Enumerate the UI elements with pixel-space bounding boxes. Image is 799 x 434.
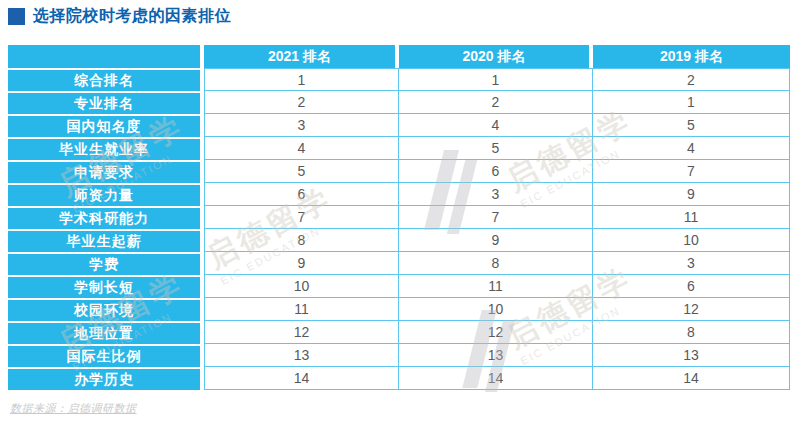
rank-cell: 9 [593, 183, 790, 206]
factor-cell: 申请要求 [8, 160, 204, 183]
data-source-note: 数据来源：启德调研数据 [10, 401, 137, 416]
rank-cell: 4 [593, 137, 790, 160]
rank-cell: 5 [593, 114, 790, 137]
rank-cell: 5 [204, 160, 399, 183]
rank-cell: 3 [204, 114, 399, 137]
rank-cell: 3 [399, 183, 593, 206]
rank-cell: 6 [204, 183, 399, 206]
column-header: 2021 排名 [204, 45, 399, 68]
rank-cell: 8 [399, 252, 593, 275]
factor-cell: 学制长短 [8, 275, 204, 298]
rank-cell: 14 [204, 367, 399, 390]
factor-cell: 毕业生就业率 [8, 137, 204, 160]
factor-cell: 地理位置 [8, 321, 204, 344]
rank-cell: 2 [399, 91, 593, 114]
factors-table: 2021 排名2020 排名2019 排名综合排名112专业排名221国内知名度… [8, 45, 790, 390]
rank-cell: 4 [399, 114, 593, 137]
rank-cell: 12 [204, 321, 399, 344]
rank-cell: 4 [204, 137, 399, 160]
factor-cell: 学费 [8, 252, 204, 275]
rank-cell: 3 [593, 252, 790, 275]
rank-cell: 2 [593, 68, 790, 91]
factor-cell: 学术科研能力 [8, 206, 204, 229]
rank-cell: 5 [399, 137, 593, 160]
factor-cell: 综合排名 [8, 68, 204, 91]
factor-cell: 校园环境 [8, 298, 204, 321]
factor-cell: 专业排名 [8, 91, 204, 114]
column-header: 2019 排名 [593, 45, 790, 68]
rank-cell: 10 [204, 275, 399, 298]
rank-cell: 7 [204, 206, 399, 229]
factor-cell: 毕业生起薪 [8, 229, 204, 252]
rank-cell: 13 [593, 344, 790, 367]
rank-cell: 2 [204, 91, 399, 114]
rank-cell: 12 [399, 321, 593, 344]
rank-cell: 1 [593, 91, 790, 114]
rank-cell: 6 [593, 275, 790, 298]
title-bullet-square-icon [8, 8, 25, 25]
rank-cell: 9 [399, 229, 593, 252]
infographic-page: 选择院校时考虑的因素排位 2021 排名2020 排名2019 排名综合排名11… [0, 0, 799, 434]
factor-cell: 国际生比例 [8, 344, 204, 367]
page-title: 选择院校时考虑的因素排位 [8, 6, 231, 27]
rank-cell: 12 [593, 298, 790, 321]
column-header: 2020 排名 [399, 45, 593, 68]
rank-cell: 7 [593, 160, 790, 183]
factor-cell: 师资力量 [8, 183, 204, 206]
rank-cell: 11 [593, 206, 790, 229]
page-title-text: 选择院校时考虑的因素排位 [33, 6, 231, 27]
rank-cell: 14 [593, 367, 790, 390]
table-corner-cell [8, 45, 204, 68]
rank-cell: 13 [204, 344, 399, 367]
rank-cell: 8 [204, 229, 399, 252]
rank-cell: 1 [399, 68, 593, 91]
rank-cell: 10 [593, 229, 790, 252]
rank-cell: 6 [399, 160, 593, 183]
rank-cell: 13 [399, 344, 593, 367]
factor-cell: 国内知名度 [8, 114, 204, 137]
rank-cell: 11 [204, 298, 399, 321]
rank-cell: 1 [204, 68, 399, 91]
rank-cell: 7 [399, 206, 593, 229]
factor-cell: 办学历史 [8, 367, 204, 390]
rank-cell: 10 [399, 298, 593, 321]
rank-cell: 9 [204, 252, 399, 275]
rank-cell: 8 [593, 321, 790, 344]
rank-cell: 11 [399, 275, 593, 298]
rank-cell: 14 [399, 367, 593, 390]
